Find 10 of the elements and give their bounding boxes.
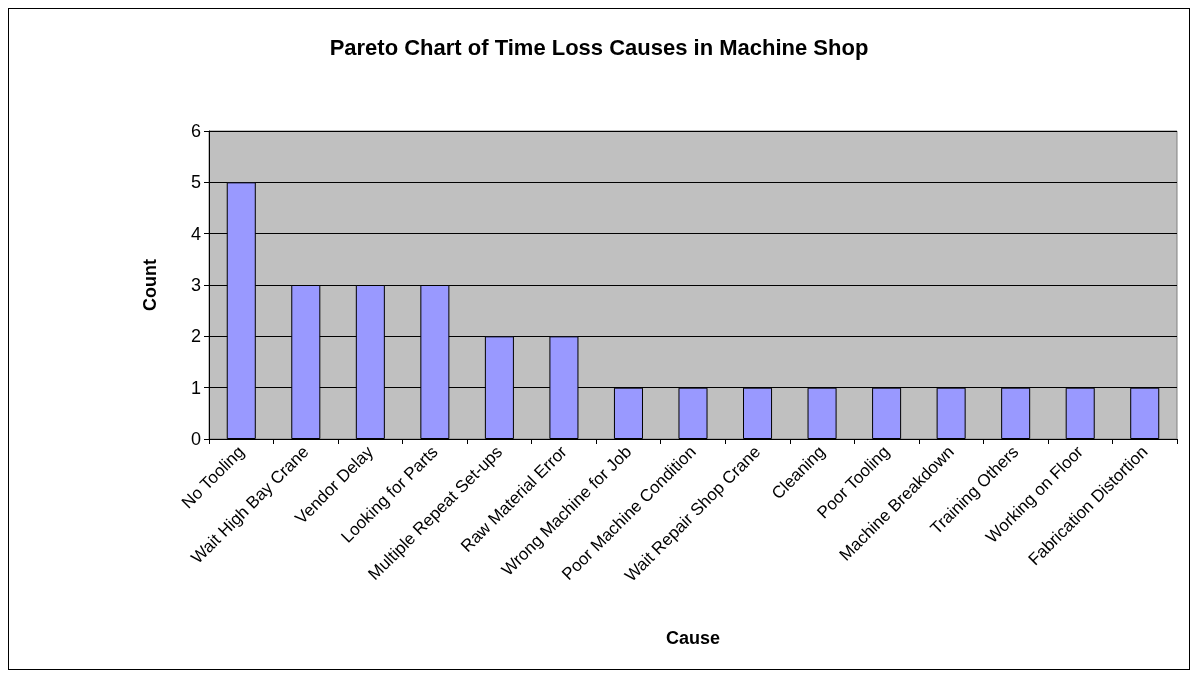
chart-title: Pareto Chart of Time Loss Causes in Machine Shop bbox=[329, 34, 869, 60]
y-tick-label: 6 bbox=[190, 121, 201, 141]
y-tick-label: 5 bbox=[190, 172, 201, 193]
y-tick-label: 2 bbox=[190, 326, 201, 347]
y-tick-label: 1 bbox=[190, 377, 201, 398]
y-tick-label: 3 bbox=[190, 275, 201, 295]
y-tick-label: 4 bbox=[190, 223, 201, 244]
x-axis-title: Cause bbox=[665, 628, 721, 648]
y-axis-title: Count bbox=[140, 259, 160, 311]
y-tick-label: 0 bbox=[190, 429, 201, 449]
